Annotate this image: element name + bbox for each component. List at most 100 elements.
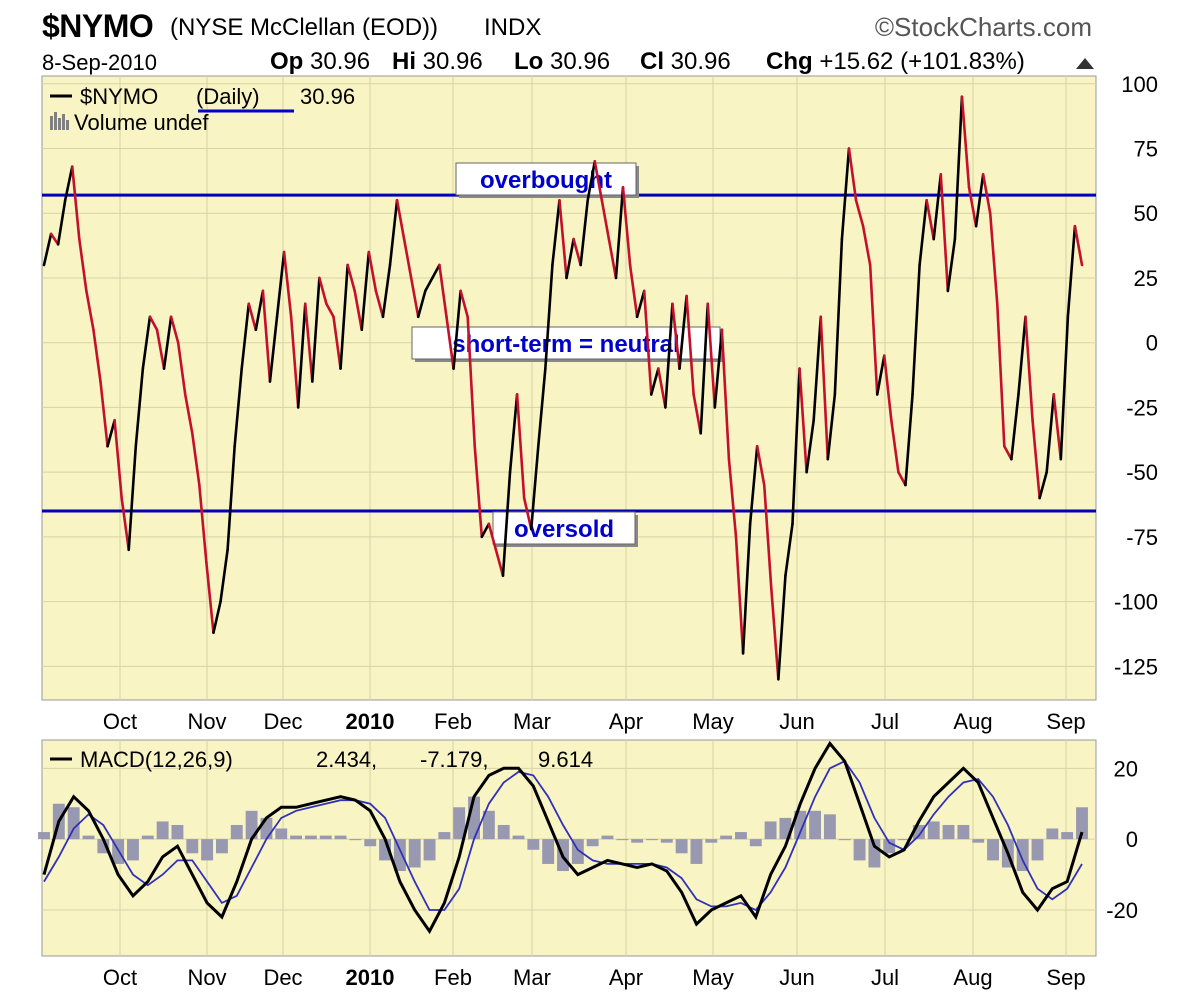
nymo-line-segment [826,393,837,461]
macd-histogram-bar [749,839,762,847]
nymo-line-segment [974,173,985,228]
nymo-line-segment [466,315,477,448]
nymo-line-segment [198,483,208,565]
nymo-line-segment [784,522,794,578]
nymo-line-segment [70,165,81,241]
nymo-line-segment [1052,393,1063,461]
nymo-line-segment [960,95,971,189]
macd-histogram-bar [527,839,540,850]
nymo-line-segment [169,315,180,344]
nymo-line-segment [967,186,978,228]
macd-histogram-bar [171,824,184,840]
macd-histogram-bar [823,814,836,840]
nymo-line-segment [134,367,145,448]
macd-histogram-bar [646,839,658,841]
nymo-line-segment [939,173,950,293]
macd-histogram-bar [1031,839,1044,861]
macd-histogram-bar [912,824,925,840]
nymo-line-segment [303,302,314,383]
change-value: +15.62 (+101.83%) [819,48,1025,75]
nymo-line-segment [1003,444,1013,461]
chart-symbol: $NYMO [42,8,154,44]
nymo-line-segment [49,232,60,246]
macd-histogram-bar [601,835,614,840]
nymo-line-segment [141,315,152,370]
quote-open: Op 30.96 [270,48,370,76]
macd-histogram-bar [705,839,718,843]
price-y-tick-label: -100 [1114,590,1158,615]
macd-y-tick-label: 20 [1114,756,1138,781]
macd-histogram-bar [379,839,391,861]
nymo-line-segment [508,393,519,474]
macd-histogram-bar [690,839,703,864]
close-value: 30.96 [670,48,731,75]
nymo-line-segment [664,302,674,409]
macd-histogram-bar [423,839,436,861]
nymo-line-segment [480,522,491,539]
volume-bar-icon [62,114,65,130]
macd-histogram-bar [542,839,555,864]
macd-histogram-bar [675,839,688,854]
nymo-line-segment [395,198,406,241]
macd-histogram-bar [453,807,466,840]
macd-histogram-bar [201,839,214,861]
price-y-tick-label: 100 [1121,72,1158,97]
price-y-tick-label: -75 [1126,525,1158,550]
nymo-line-segment [762,483,773,590]
nymo-line-segment [720,328,731,461]
macd-x-tick-label: Apr [609,965,643,990]
nymo-line-segment [840,147,851,241]
nymo-line-segment [127,444,138,552]
nymo-line-segment [1017,315,1027,396]
quote-low: Lo 30.96 [514,48,610,76]
nymo-line-segment [494,548,505,578]
price-x-tick-label: Oct [103,709,137,734]
macd-histogram-bar [304,835,317,840]
nymo-line-segment [685,294,695,396]
nymo-legend-name: $NYMO [80,84,158,109]
nymo-line-segment [325,302,335,319]
macd-histogram-bar [260,817,273,840]
triangle-up-icon [1076,58,1094,69]
nymo-line-segment [833,237,844,396]
nymo-line-segment [649,367,660,396]
macd-histogram-bar [1016,839,1029,872]
nymo-line-segment [600,198,611,241]
macd-histogram-bar [735,832,747,840]
nymo-line-segment [219,548,229,603]
macd-histogram-bar [512,835,525,840]
price-x-tick-label: Nov [187,709,226,734]
macd-histogram-bar [616,839,629,841]
nymo-line-segment [791,367,801,526]
nymo-line-segment [586,160,597,202]
nymo-line-segment [409,276,420,319]
nymo-line-segment [1010,393,1020,461]
nymo-line-segment [642,289,653,396]
nymo-line-segment [247,302,258,332]
volume-legend-label: Volume undef [74,110,209,135]
macd-legend-name: MACD(12,26,9) [80,747,233,772]
nymo-line-segment [487,522,498,552]
nymo-line-segment [805,419,815,474]
price-x-tick-label: Jul [871,709,899,734]
nymo-line-segment [459,289,469,319]
macd-histogram-bar [408,839,421,868]
nymo-line-segment [593,160,604,202]
nymo-line-segment [332,315,342,370]
nymo-line-segment [635,289,646,319]
neutral-label: short-term = neutral [452,331,679,358]
macd-histogram-bar [438,832,451,840]
nymo-line-segment [1059,315,1070,461]
price-x-tick-label: Sep [1046,709,1085,734]
macd-histogram-bar [631,839,644,843]
nymo-line-segment [1073,224,1084,267]
nymo-line-segment [1024,315,1034,422]
macd-histogram-bar [245,810,258,840]
macd-x-tick-label: 2010 [346,965,395,990]
nymo-line-segment [734,535,745,655]
nymo-line-segment [1066,224,1077,319]
nymo-line-segment [63,165,74,202]
price-x-tick-label: Mar [513,709,551,734]
price-y-tick-label: -50 [1126,460,1158,485]
nymo-line-segment [925,198,936,241]
